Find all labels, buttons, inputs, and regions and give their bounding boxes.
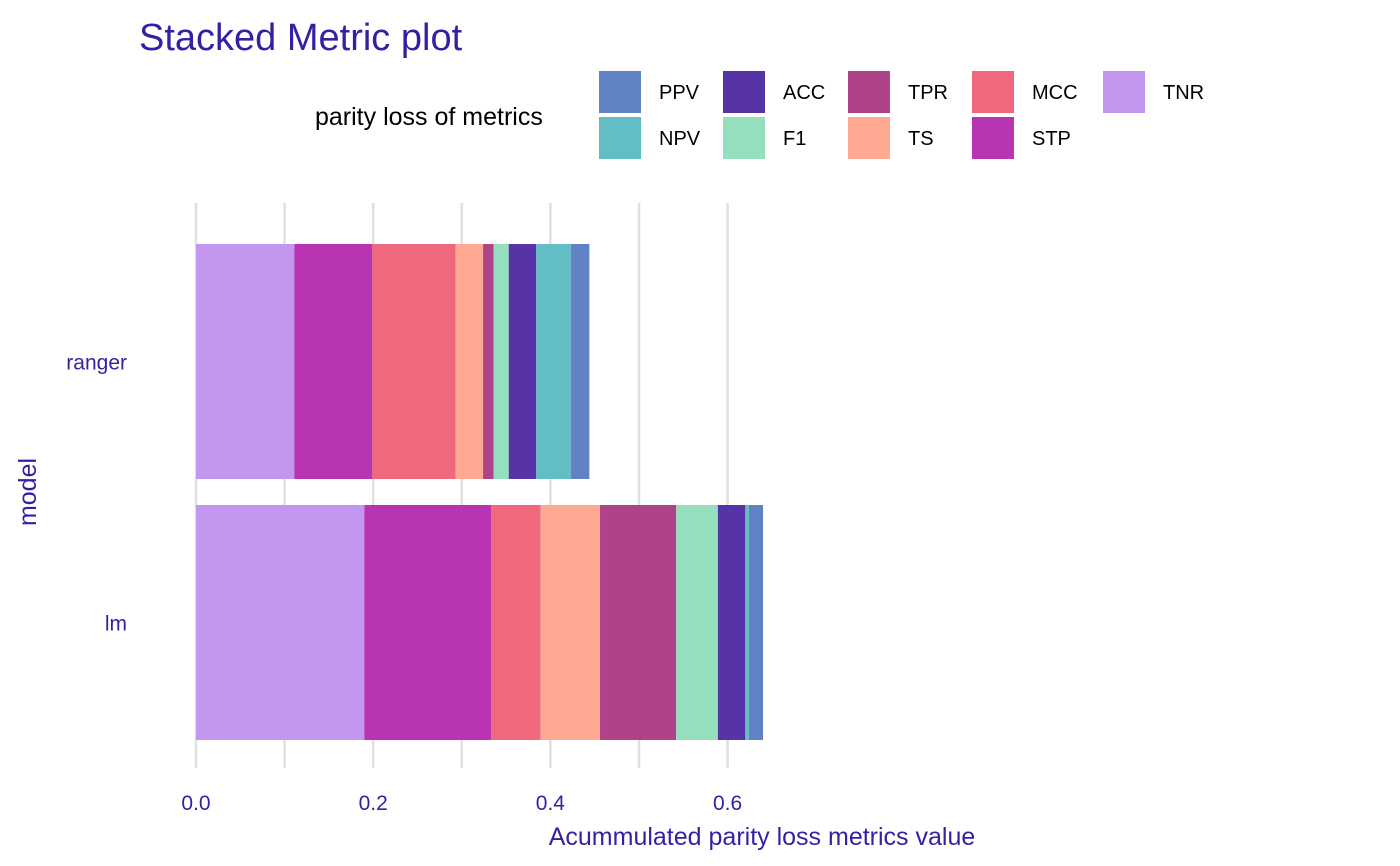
legend-key-ts xyxy=(848,117,890,159)
x-tick-label: 0.2 xyxy=(359,792,388,815)
legend-key-tpr xyxy=(848,71,890,113)
y-tick-label-lm: lm xyxy=(105,613,127,636)
legend-label-tnr: TNR xyxy=(1163,82,1204,104)
legend-label-stp: STP xyxy=(1032,128,1071,150)
legend-label-acc: ACC xyxy=(783,82,825,104)
chart-title: Stacked Metric plot xyxy=(139,17,463,59)
legend-key-npv xyxy=(599,117,641,159)
legend-label-tpr: TPR xyxy=(908,82,948,104)
x-axis-label: Acummulated parity loss metrics value xyxy=(549,823,976,851)
bar-ranger-f1 xyxy=(493,244,509,479)
bar-ranger-tpr xyxy=(483,244,494,479)
legend-key-acc xyxy=(723,71,765,113)
y-tick-label-ranger: ranger xyxy=(66,352,127,375)
x-axis-ticks: 0.0 0.2 0.4 0.6 xyxy=(181,792,742,815)
x-tick-label: 0.4 xyxy=(536,792,566,815)
legend: PPV NPV ACC F1 TPR TS MCC STP TNR xyxy=(599,71,1204,159)
legend-key-tnr xyxy=(1103,71,1145,113)
y-axis-label: model xyxy=(14,458,42,526)
legend-key-mcc xyxy=(972,71,1014,113)
bar-ranger-acc xyxy=(508,244,537,479)
bar-lm-mcc xyxy=(491,505,541,740)
bar-lm-stp xyxy=(364,505,492,740)
bar-lm-ts xyxy=(540,505,601,740)
bars xyxy=(196,244,764,740)
legend-label-mcc: MCC xyxy=(1032,82,1078,104)
legend-key-f1 xyxy=(723,117,765,159)
legend-title: parity loss of metrics xyxy=(315,103,543,131)
bar-lm-f1 xyxy=(676,505,718,740)
legend-key-ppv xyxy=(599,71,641,113)
bar-ranger-ppv xyxy=(570,244,590,479)
bar-lm-acc xyxy=(717,505,746,740)
x-tick-label: 0.0 xyxy=(181,792,210,815)
legend-label-f1: F1 xyxy=(783,128,806,150)
bar-lm-tpr xyxy=(600,505,677,740)
bar-ranger-ts xyxy=(455,244,484,479)
legend-label-npv: NPV xyxy=(659,128,701,150)
bar-ranger-mcc xyxy=(372,244,456,479)
x-tick-label: 0.6 xyxy=(713,792,742,815)
bar-lm-ppv xyxy=(748,505,764,740)
legend-label-ts: TS xyxy=(908,128,934,150)
bar-ranger-tnr xyxy=(196,244,295,479)
legend-label-ppv: PPV xyxy=(659,82,700,104)
legend-key-stp xyxy=(972,117,1014,159)
bar-ranger-npv xyxy=(536,244,571,479)
bar-lm-tnr xyxy=(196,505,365,740)
bar-ranger-stp xyxy=(294,244,373,479)
bar-lm-npv xyxy=(745,505,749,740)
y-axis-ticks: ranger lm xyxy=(66,352,127,636)
